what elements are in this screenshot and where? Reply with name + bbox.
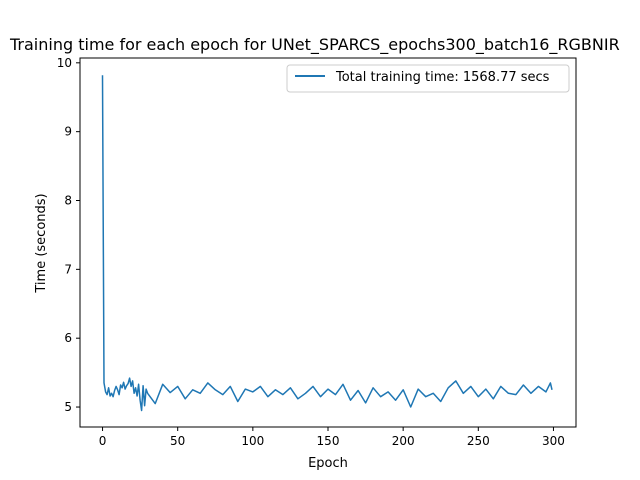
x-axis: 0 50 100 150 200 250 300 <box>99 427 565 448</box>
x-axis-label: Epoch <box>308 456 348 471</box>
x-tick-label: 200 <box>392 434 415 448</box>
y-tick-label: 10 <box>57 56 72 70</box>
series-line-0 <box>101 75 553 412</box>
x-tick-label: 300 <box>542 434 565 448</box>
x-tick-label: 50 <box>170 434 185 448</box>
y-tick-label: 6 <box>64 331 72 345</box>
plot-area-frame <box>79 57 577 428</box>
y-tick-label: 8 <box>64 194 72 208</box>
y-axis-label: Time (seconds) <box>34 193 49 293</box>
x-tick-label: 250 <box>467 434 490 448</box>
y-tick-label: 9 <box>64 125 72 139</box>
legend-label: Total training time: 1568.77 secs <box>335 70 550 85</box>
x-tick-label: 150 <box>317 434 340 448</box>
series-layer <box>101 75 553 412</box>
chart-title: Training time for each epoch for UNet_SP… <box>9 35 620 55</box>
y-axis: 5 6 7 8 9 10 <box>57 56 80 414</box>
x-tick-label: 0 <box>99 434 107 448</box>
x-tick-label: 100 <box>241 434 264 448</box>
y-tick-label: 5 <box>64 400 72 414</box>
y-tick-label: 7 <box>64 262 72 276</box>
legend: Total training time: 1568.77 secs <box>286 64 570 93</box>
legend-box <box>286 64 570 93</box>
